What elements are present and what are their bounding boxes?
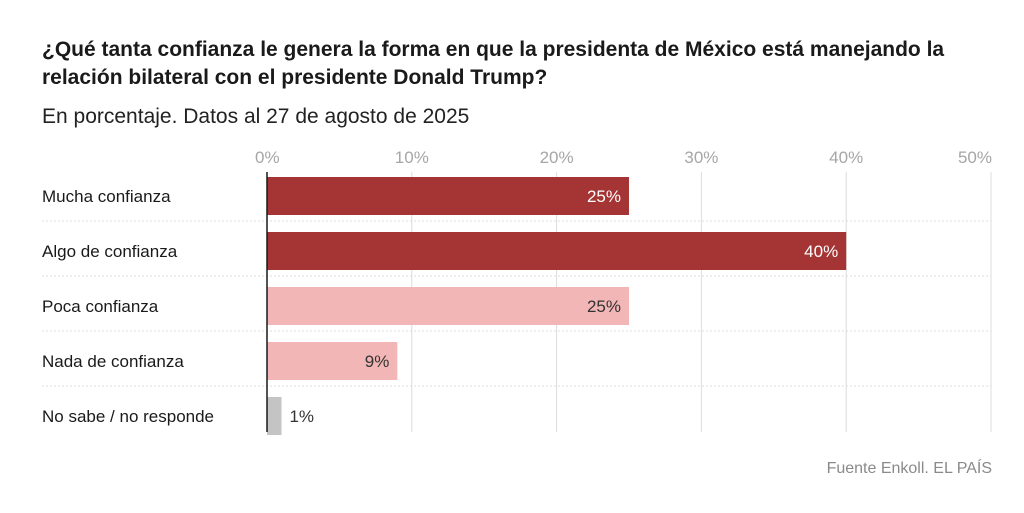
x-tick-label: 30% — [684, 148, 718, 167]
source-note: Fuente Enkoll. EL PAÍS — [826, 460, 992, 477]
value-label: 9% — [365, 352, 390, 371]
category-label: Mucha confianza — [42, 187, 171, 206]
chart-title: ¿Qué tanta confianza le genera la forma … — [42, 38, 945, 89]
bars — [266, 172, 847, 435]
x-tick-label: 40% — [829, 148, 863, 167]
labels: 0% 10% 20% 30% 40% 50% Mucha confianza 25% Algo … — [42, 148, 992, 426]
category-label: No sabe / no responde — [42, 407, 214, 426]
value-label: 25% — [587, 297, 621, 316]
category-label: Nada de confianza — [42, 352, 184, 371]
category-label: Algo de confianza — [42, 242, 178, 261]
x-tick-label: 0% — [255, 148, 280, 167]
value-label: 1% — [289, 407, 314, 426]
x-tick-label: 10% — [395, 148, 429, 167]
value-label: 40% — [804, 242, 838, 261]
x-tick-label: 20% — [540, 148, 574, 167]
bar — [267, 177, 629, 215]
bar — [267, 342, 398, 380]
category-label: Poca confianza — [42, 297, 159, 316]
bar — [267, 287, 629, 325]
x-tick-label: 50% — [958, 148, 992, 167]
chart-subtitle: En porcentaje. Datos al 27 de agosto de … — [42, 105, 470, 128]
bar — [267, 232, 847, 270]
value-label: 25% — [587, 187, 621, 206]
bar — [267, 397, 282, 435]
